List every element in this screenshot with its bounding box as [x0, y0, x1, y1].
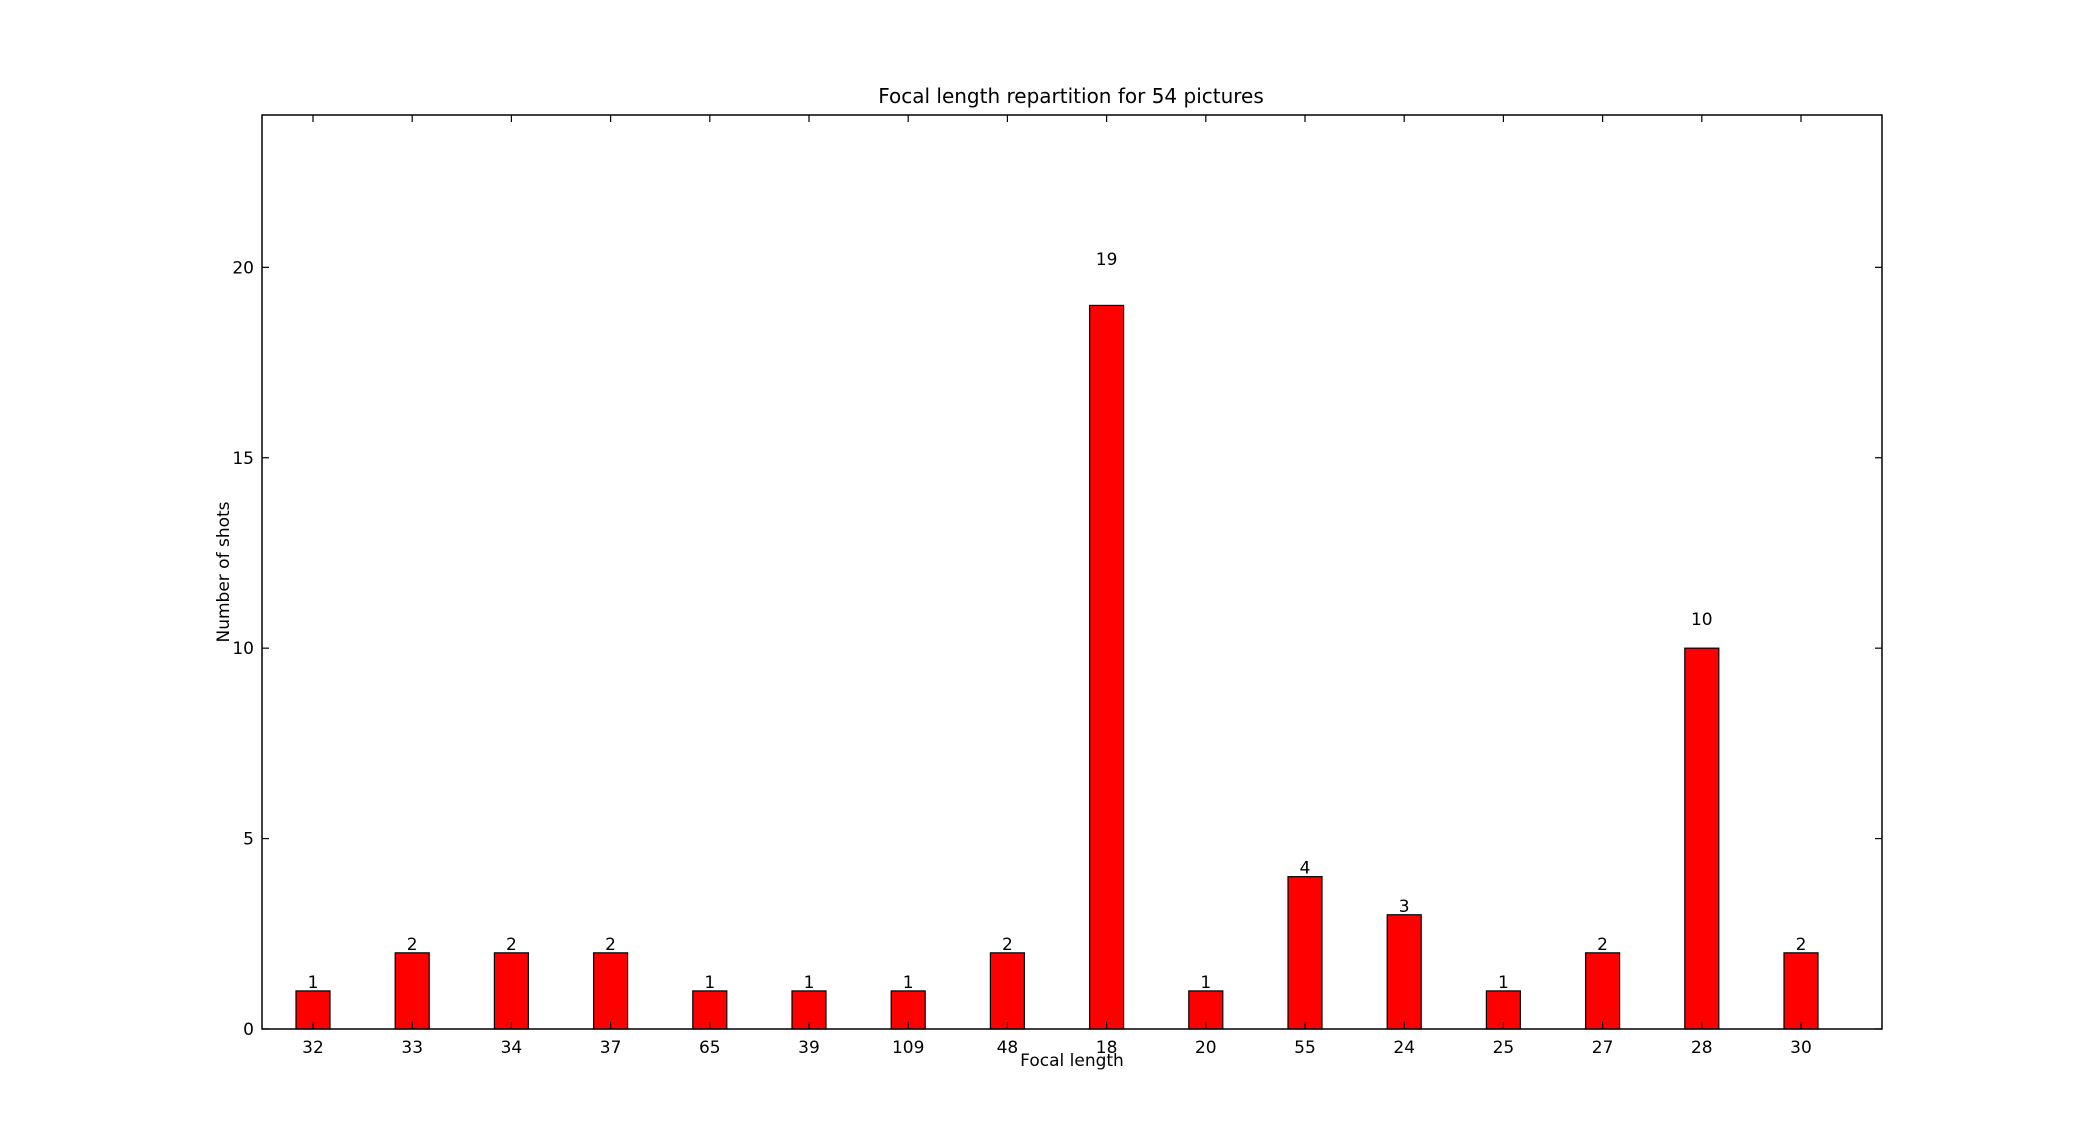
- x-tick-label: 109: [892, 1038, 924, 1058]
- bar-48: [989, 952, 1026, 1030]
- data-label: 4: [1300, 859, 1311, 879]
- plot-area: 0510152032133234237265139110914821819201…: [232, 115, 1882, 1058]
- x-axis-label: Focal length: [1020, 1051, 1124, 1071]
- x-tick-label: 39: [798, 1038, 820, 1058]
- data-label: 2: [1597, 935, 1608, 955]
- x-tick-label: 28: [1691, 1038, 1713, 1058]
- data-label: 1: [804, 973, 815, 993]
- data-label: 1: [1200, 973, 1211, 993]
- bar-55: [1287, 876, 1323, 1030]
- x-tick-label: 20: [1195, 1038, 1217, 1058]
- y-tick-label: 0: [243, 1020, 254, 1040]
- data-label: 2: [407, 935, 418, 955]
- bar-27: [1584, 952, 1621, 1030]
- x-tick-label: 30: [1790, 1038, 1812, 1058]
- y-tick-label: 10: [232, 639, 254, 659]
- bar-18: [1088, 304, 1125, 1030]
- data-label: 1: [1498, 973, 1509, 993]
- x-tick-label: 48: [997, 1038, 1019, 1058]
- x-tick-label: 25: [1493, 1038, 1515, 1058]
- bar-24: [1386, 914, 1422, 1030]
- bar-28: [1684, 647, 1720, 1030]
- x-tick-label: 65: [699, 1038, 721, 1058]
- x-tick-label: 32: [302, 1038, 324, 1058]
- data-label: 1: [903, 973, 914, 993]
- data-label: 2: [605, 935, 616, 955]
- y-tick-label: 15: [232, 449, 254, 469]
- data-label: 1: [704, 973, 715, 993]
- x-tick-label: 24: [1393, 1038, 1415, 1058]
- bar-34: [493, 952, 529, 1030]
- x-tick-label: 33: [401, 1038, 423, 1058]
- plot-frame: [261, 114, 1883, 1030]
- x-tick-label: 27: [1592, 1038, 1614, 1058]
- data-label: 1: [308, 973, 319, 993]
- y-tick-label: 20: [232, 258, 254, 278]
- bar-30: [1783, 952, 1819, 1030]
- data-label: 2: [1002, 935, 1013, 955]
- data-label: 3: [1399, 897, 1410, 917]
- data-label: 2: [506, 935, 517, 955]
- data-label: 2: [1796, 935, 1807, 955]
- x-tick-label: 37: [600, 1038, 622, 1058]
- x-tick-label: 55: [1294, 1038, 1316, 1058]
- bar-33: [394, 952, 430, 1030]
- y-tick-label: 5: [243, 830, 254, 850]
- data-label: 19: [1096, 250, 1118, 270]
- bar-37: [592, 952, 629, 1030]
- x-tick-label: 18: [1096, 1038, 1118, 1058]
- y-axis-label: Number of shots: [214, 501, 234, 642]
- data-label: 10: [1691, 610, 1713, 630]
- chart-title: Focal length repartition for 54 pictures: [878, 84, 1264, 108]
- x-tick-label: 34: [501, 1038, 523, 1058]
- bar-20: [1188, 990, 1224, 1030]
